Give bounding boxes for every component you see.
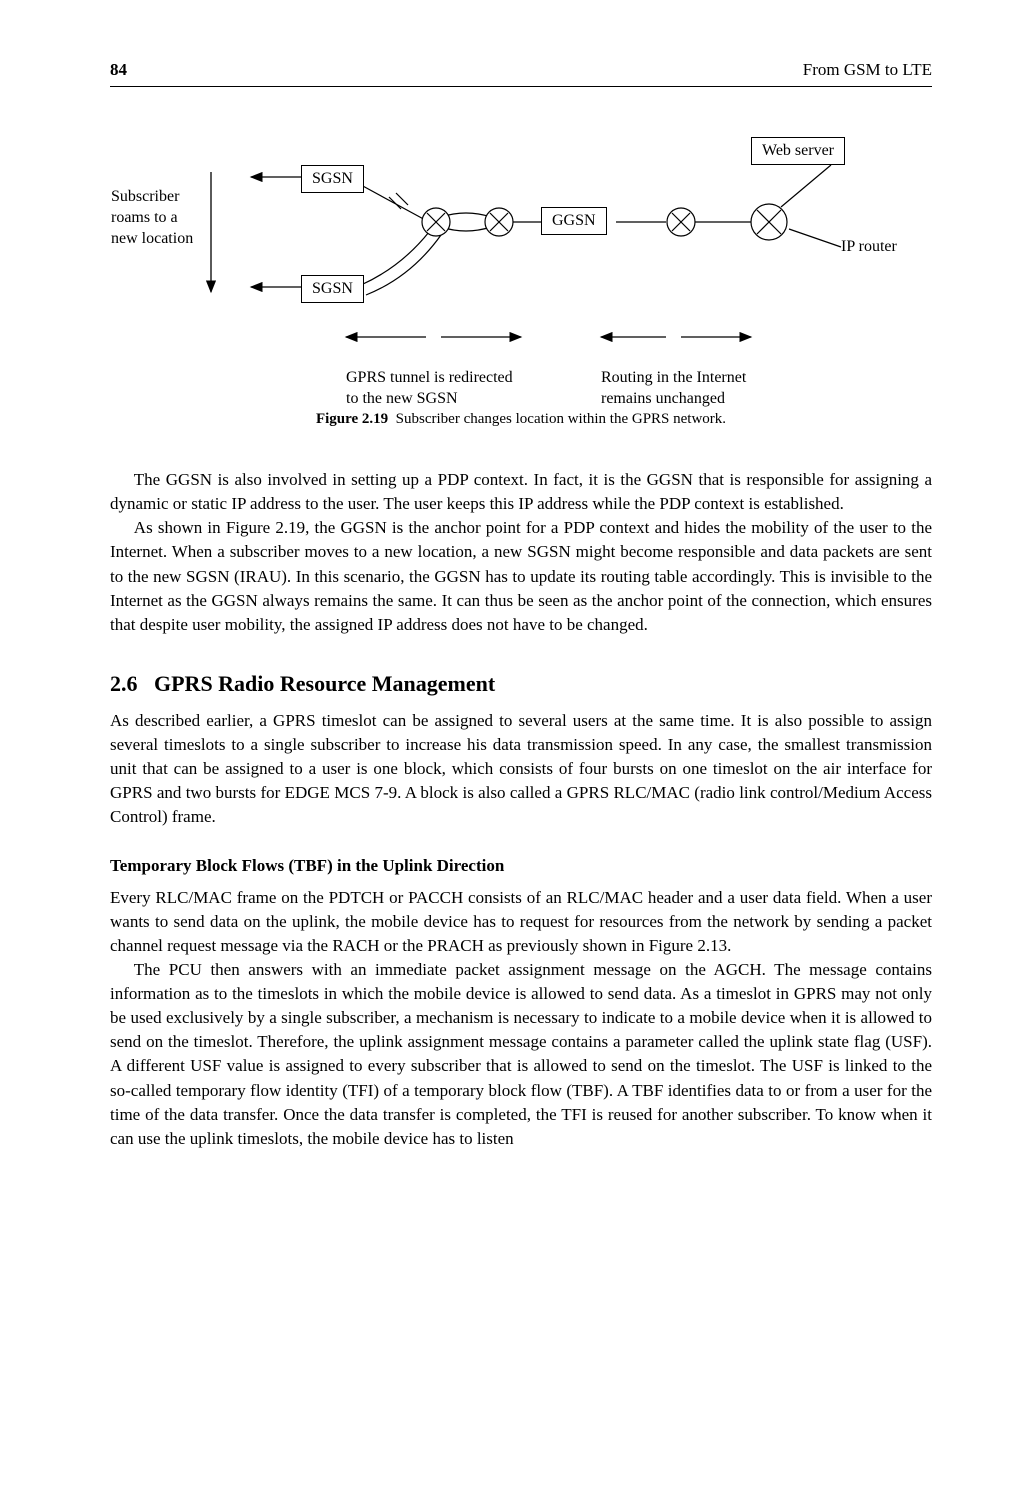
subsection-p1: Every RLC/MAC frame on the PDTCH or PACC… bbox=[110, 886, 932, 958]
sgsn-top-box: SGSN bbox=[301, 165, 364, 193]
section-heading: 2.6 GPRS Radio Resource Management bbox=[110, 671, 932, 697]
figure-caption: Figure 2.19 Subscriber changes location … bbox=[110, 411, 932, 428]
body-text-block-1: The GGSN is also involved in setting up … bbox=[110, 468, 932, 637]
running-title: From GSM to LTE bbox=[803, 60, 932, 80]
section-paragraph: As described earlier, a GPRS timeslot ca… bbox=[110, 709, 932, 830]
web-server-box: Web server bbox=[751, 137, 845, 165]
page-header: 84 From GSM to LTE bbox=[110, 60, 932, 87]
caption-right: Routing in the Internet remains unchange… bbox=[601, 347, 746, 409]
figure-diagram: Subscriber roams to a new location SGSN … bbox=[111, 137, 931, 397]
section-body: As described earlier, a GPRS timeslot ca… bbox=[110, 709, 932, 830]
sgsn-bottom-box: SGSN bbox=[301, 275, 364, 303]
subscriber-label: Subscriber roams to a new location bbox=[111, 187, 221, 249]
ggsn-box: GGSN bbox=[541, 207, 607, 235]
page-number: 84 bbox=[110, 60, 127, 80]
caption-left: GPRS tunnel is redirected to the new SGS… bbox=[346, 347, 513, 409]
subsection-body: Every RLC/MAC frame on the PDTCH or PACC… bbox=[110, 886, 932, 1151]
subsection-heading: Temporary Block Flows (TBF) in the Uplin… bbox=[110, 856, 932, 876]
paragraph-1: The GGSN is also involved in setting up … bbox=[110, 468, 932, 516]
subsection-p2: The PCU then answers with an immediate p… bbox=[110, 958, 932, 1151]
ip-router-label: IP router bbox=[841, 237, 897, 258]
paragraph-2: As shown in Figure 2.19, the GGSN is the… bbox=[110, 516, 932, 637]
figure-svg bbox=[111, 137, 931, 397]
